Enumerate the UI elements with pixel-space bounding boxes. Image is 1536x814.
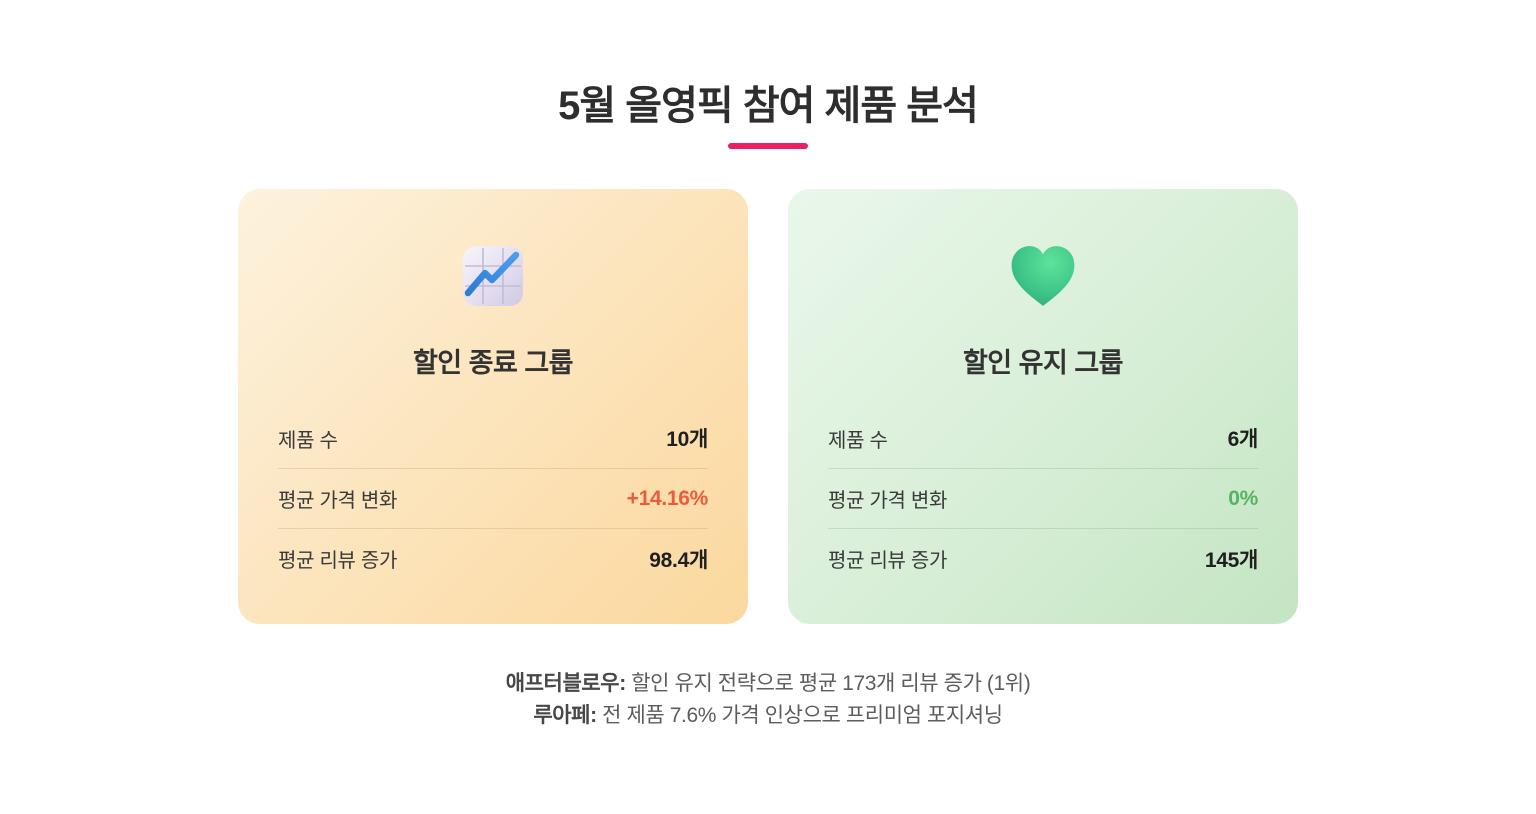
comparison-cards: 할인 종료 그룹 제품 수 10개 평균 가격 변화 +14.16% 평균 리뷰… <box>0 189 1536 624</box>
stat-value: 6개 <box>1227 428 1259 451</box>
stat-row-avg-review-increase: 평균 리뷰 증가 145개 <box>828 528 1258 588</box>
footnote-brand: 애프터블로우: <box>505 672 627 695</box>
footnote-text: 전 제품 7.6% 가격 인상으로 프리미엄 포지셔닝 <box>596 704 1003 727</box>
page-header: 5월 올영픽 참여 제품 분석 <box>0 0 1536 149</box>
stat-label: 제품 수 <box>278 429 338 452</box>
footnote-luape: 루아페: 전 제품 7.6% 가격 인상으로 프리미엄 포지셔닝 <box>0 700 1536 732</box>
stat-label: 평균 리뷰 증가 <box>278 550 398 572</box>
green-heart-icon <box>1007 241 1079 311</box>
stat-label: 평균 가격 변화 <box>278 490 398 512</box>
stat-value: 10개 <box>666 428 708 451</box>
card-title: 할인 유지 그룹 <box>962 348 1124 378</box>
stat-value: 98.4개 <box>649 548 708 572</box>
stat-value: 145개 <box>1204 548 1258 572</box>
stat-row-avg-price-change: 평균 가격 변화 +14.16% <box>278 468 708 528</box>
card-discount-ended-group: 할인 종료 그룹 제품 수 10개 평균 가격 변화 +14.16% 평균 리뷰… <box>238 189 748 624</box>
stat-row-avg-review-increase: 평균 리뷰 증가 98.4개 <box>278 528 708 588</box>
stat-row-product-count: 제품 수 6개 <box>828 408 1258 468</box>
stat-label: 제품 수 <box>828 429 888 452</box>
stats-list: 제품 수 10개 평균 가격 변화 +14.16% 평균 리뷰 증가 98.4개 <box>278 408 708 588</box>
stat-value: 0% <box>1228 486 1258 510</box>
footnote-text: 할인 유지 전략으로 평균 173개 리뷰 증가 (1위) <box>625 672 1031 695</box>
page-title: 5월 올영픽 참여 제품 분석 <box>558 84 979 128</box>
footnote-brand: 루아페: <box>533 704 597 727</box>
stat-row-product-count: 제품 수 10개 <box>278 408 708 468</box>
stat-label: 평균 리뷰 증가 <box>828 550 948 572</box>
footnotes: 애프터블로우: 할인 유지 전략으로 평균 173개 리뷰 증가 (1위) 루아… <box>0 668 1536 732</box>
stat-label: 평균 가격 변화 <box>828 490 948 512</box>
stats-list: 제품 수 6개 평균 가격 변화 0% 평균 리뷰 증가 145개 <box>828 408 1258 588</box>
card-discount-maintained-group: 할인 유지 그룹 제품 수 6개 평균 가격 변화 0% 평균 리뷰 증가 14… <box>788 189 1298 624</box>
chart-increasing-icon <box>461 241 525 311</box>
footnote-afterblow: 애프터블로우: 할인 유지 전략으로 평균 173개 리뷰 증가 (1위) <box>0 668 1536 700</box>
stat-row-avg-price-change: 평균 가격 변화 0% <box>828 468 1258 528</box>
card-title: 할인 종료 그룹 <box>412 348 574 378</box>
stat-value: +14.16% <box>626 486 709 510</box>
title-accent-underline <box>728 143 808 149</box>
